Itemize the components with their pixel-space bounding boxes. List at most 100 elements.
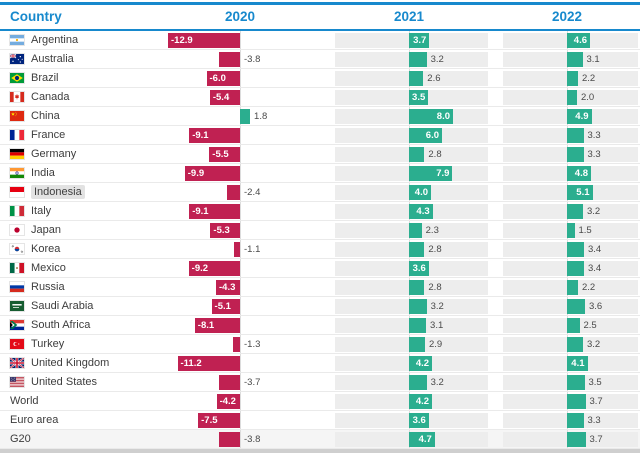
table-row[interactable]: United States -3.7 3.2 3.5 (0, 373, 640, 392)
value-bar-2021[interactable] (409, 128, 442, 143)
column-header-country[interactable]: Country (10, 9, 62, 24)
value-bar-2022[interactable] (567, 90, 577, 105)
table-row[interactable]: Turkey -1.3 2.9 3.2 (0, 335, 640, 354)
value-bar-2021[interactable] (409, 52, 427, 67)
value-bar-2020[interactable] (206, 71, 240, 86)
value-label-2022: 3.7 (589, 434, 603, 445)
value-bar-2022[interactable] (567, 299, 585, 314)
table-row[interactable]: Canada -5.4 3.5 2.0 (0, 88, 640, 107)
value-bar-2020[interactable] (184, 166, 240, 181)
country-cell: Japan (10, 221, 61, 239)
table-row[interactable]: Russia -4.3 2.8 2.2 (0, 278, 640, 297)
table-row[interactable]: World -4.2 4.2 3.7 (0, 392, 640, 411)
value-bar-2022[interactable] (567, 394, 586, 409)
table-row[interactable]: South Africa -8.1 3.1 2.5 (0, 316, 640, 335)
value-bar-2021[interactable] (409, 204, 433, 219)
value-bar-2020[interactable] (216, 280, 240, 295)
value-bar-2021[interactable] (409, 356, 433, 371)
value-bar-2022[interactable] (567, 280, 578, 295)
value-bar-2020[interactable] (233, 242, 240, 257)
column-header-2021[interactable]: 2021 (393, 9, 425, 24)
table-row[interactable]: Australia -3.8 3.2 3.1 (0, 50, 640, 69)
table-row[interactable]: Mexico -9.2 3.6 3.4 (0, 259, 640, 278)
table-row[interactable]: Germany -5.5 2.8 3.3 (0, 145, 640, 164)
value-label-2022: 5.1 (576, 187, 590, 198)
value-bar-2022[interactable] (567, 318, 580, 333)
table-row[interactable]: United Kingdom -11.2 4.2 4.1 (0, 354, 640, 373)
value-bar-2022[interactable] (567, 52, 583, 67)
country-name: Indonesia (31, 185, 85, 199)
value-bar-2020[interactable] (218, 432, 240, 447)
axis-line-2020 (240, 354, 241, 372)
value-bar-2022[interactable] (567, 375, 585, 390)
value-bar-2020[interactable] (209, 90, 240, 105)
table-row[interactable]: Indonesia -2.4 4.0 5.1 (0, 183, 640, 202)
value-bar-2022[interactable] (567, 432, 586, 447)
value-bar-2021[interactable] (409, 147, 425, 162)
value-bar-2020[interactable] (218, 52, 240, 67)
table-row[interactable]: Euro area -7.5 3.6 3.3 (0, 411, 640, 430)
value-bar-2022[interactable] (567, 71, 578, 86)
value-bar-2022[interactable] (567, 337, 583, 352)
value-bar-2021[interactable] (409, 109, 453, 124)
value-bar-2021[interactable] (409, 299, 427, 314)
column-header-2022[interactable]: 2022 (551, 9, 583, 24)
value-bar-2022[interactable] (567, 242, 584, 257)
value-bar-2021[interactable] (409, 413, 429, 428)
table-row[interactable]: Brazil -6.0 2.6 2.2 (0, 69, 640, 88)
value-bar-2022[interactable] (567, 128, 584, 143)
table-row[interactable]: Argentina -12.9 3.7 4.6 (0, 31, 640, 50)
value-bar-2022[interactable] (567, 109, 592, 124)
value-bar-2021[interactable] (409, 71, 424, 86)
value-bar-2021[interactable] (409, 375, 427, 390)
table-row[interactable]: Japan -5.3 2.3 1.5 (0, 221, 640, 240)
value-bar-2020[interactable] (232, 337, 240, 352)
table-row[interactable]: China 1.8 8.0 4.9 (0, 107, 640, 126)
value-bar-2021[interactable] (409, 432, 435, 447)
value-bar-2021[interactable] (409, 261, 429, 276)
value-label-2022: 3.4 (588, 263, 602, 274)
value-bar-2021[interactable] (409, 90, 429, 105)
value-bar-2021[interactable] (409, 185, 431, 200)
value-bar-2022[interactable] (567, 413, 584, 428)
column-header-2020[interactable]: 2020 (224, 9, 256, 24)
value-bar-2020[interactable] (194, 318, 240, 333)
value-bar-2022[interactable] (567, 147, 584, 162)
table-row[interactable]: Saudi Arabia -5.1 3.2 3.6 (0, 297, 640, 316)
value-bar-2020[interactable] (226, 185, 240, 200)
value-bar-2022[interactable] (567, 166, 591, 181)
value-bar-2020[interactable] (168, 33, 240, 48)
table-row[interactable]: India -9.9 7.9 4.8 (0, 164, 640, 183)
value-bar-2020[interactable] (198, 413, 240, 428)
value-bar-2020[interactable] (211, 299, 240, 314)
table-row[interactable]: Korea -1.1 2.8 3.4 (0, 240, 640, 259)
value-bar-2020[interactable] (188, 261, 240, 276)
value-bar-2021[interactable] (409, 242, 425, 257)
table-row[interactable]: Italy -9.1 4.3 3.2 (0, 202, 640, 221)
value-bar-2021[interactable] (409, 337, 425, 352)
table-row[interactable]: G20 -3.8 4.7 3.7 (0, 430, 640, 449)
value-bar-2021[interactable] (409, 166, 453, 181)
value-bar-2021[interactable] (409, 33, 430, 48)
value-bar-2021[interactable] (409, 394, 433, 409)
value-bar-2020[interactable] (216, 394, 240, 409)
value-bar-2022[interactable] (567, 223, 575, 238)
value-bar-2022[interactable] (567, 33, 590, 48)
value-bar-2022[interactable] (567, 185, 593, 200)
value-bar-2021[interactable] (409, 280, 425, 295)
value-bar-2021[interactable] (409, 318, 427, 333)
value-bar-2020[interactable] (209, 147, 240, 162)
value-bar-2020[interactable] (189, 204, 240, 219)
value-bar-2022[interactable] (567, 261, 584, 276)
value-label-2020: -1.3 (244, 339, 261, 350)
value-bar-2020[interactable] (189, 128, 240, 143)
country-cell: Korea (10, 240, 60, 258)
table-row[interactable]: France -9.1 6.0 3.3 (0, 126, 640, 145)
value-bar-2020[interactable] (210, 223, 240, 238)
value-bar-2021[interactable] (409, 223, 422, 238)
value-bar-2022[interactable] (567, 204, 583, 219)
value-bar-2020[interactable] (240, 109, 251, 124)
value-bar-2022[interactable] (567, 356, 588, 371)
value-bar-2020[interactable] (177, 356, 240, 371)
value-bar-2020[interactable] (219, 375, 240, 390)
